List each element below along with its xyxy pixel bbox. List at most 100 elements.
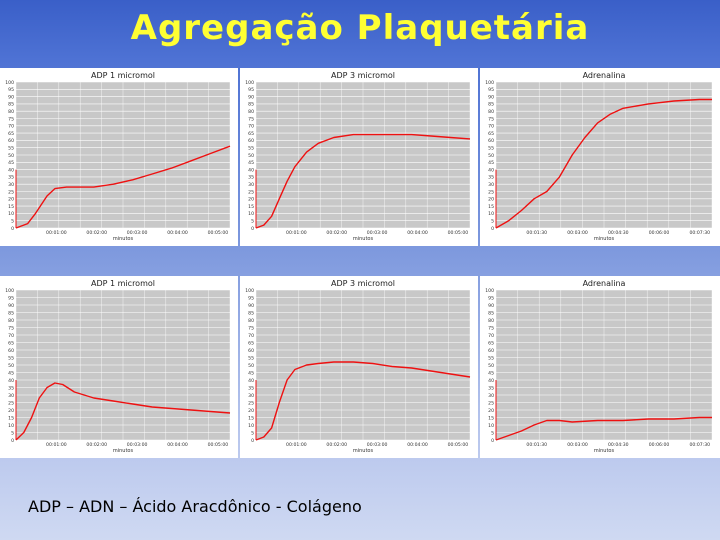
y-tick-label: 20 — [248, 408, 254, 414]
x-axis-label: minutos — [113, 236, 134, 242]
y-tick-label: 50 — [8, 153, 14, 159]
x-tick-label: 00:07:30 — [689, 230, 710, 236]
x-tick-label: 00:02:00 — [326, 442, 347, 448]
y-tick-label: 70 — [488, 333, 494, 339]
y-tick-label: 5 — [11, 430, 14, 436]
y-tick-label: 20 — [8, 197, 14, 203]
y-tick-label: 40 — [488, 167, 494, 173]
y-tick-label: 95 — [248, 295, 254, 301]
chart-panel-adp1-bottom: 0 5 10 15 20 25 30 35 40 45 50 55 60 65 70 75 80 85 90 95 10… — [0, 276, 238, 458]
y-tick-label: 50 — [488, 153, 494, 159]
y-tick-label: 35 — [8, 175, 14, 181]
x-axis-label: minutos — [594, 448, 615, 454]
y-tick-label: 70 — [8, 124, 14, 130]
y-tick-label: 25 — [248, 189, 254, 195]
y-tick-label: 75 — [8, 116, 14, 122]
y-tick-label: 60 — [8, 138, 14, 144]
y-tick-label: 85 — [8, 310, 14, 316]
chart-panel-adp1-top: 0 5 10 15 20 25 30 35 40 45 50 55 60 65 70 75 80 85 90 95 10… — [0, 68, 238, 246]
y-tick-label: 25 — [248, 400, 254, 406]
y-tick-label: 45 — [488, 160, 494, 166]
series-line — [495, 98, 712, 229]
chart-panel-adp3-top: 0 5 10 15 20 25 30 35 40 45 50 55 60 65 70 75 80 85 90 95 10… — [240, 68, 478, 246]
y-tick-label: 55 — [248, 146, 254, 152]
y-tick-label: 100 — [485, 288, 494, 294]
y-tick-label: 20 — [488, 197, 494, 203]
y-tick-label: 10 — [8, 211, 14, 217]
x-tick-label: 00:03:00 — [127, 230, 148, 236]
y-tick-label: 60 — [488, 348, 494, 354]
y-tick-label: 35 — [488, 385, 494, 391]
x-axis-label: minutos — [353, 448, 374, 454]
y-tick-label: 5 — [251, 430, 254, 436]
y-tick-label: 50 — [488, 363, 494, 369]
x-tick-label: 00:06:00 — [649, 442, 670, 448]
x-tick-label: 00:01:00 — [286, 230, 307, 236]
y-tick-label: 5 — [491, 430, 494, 436]
y-tick-label: 80 — [8, 109, 14, 115]
y-tick-label: 35 — [248, 175, 254, 181]
y-tick-label: 10 — [248, 423, 254, 429]
x-tick-label: 00:01:30 — [526, 442, 547, 448]
y-tick-label: 35 — [488, 175, 494, 181]
x-tick-label: 00:02:00 — [326, 230, 347, 236]
series-line — [15, 145, 231, 229]
y-tick-label: 15 — [8, 415, 14, 421]
y-tick-label: 5 — [11, 219, 14, 225]
y-tick-label: 35 — [8, 385, 14, 391]
y-tick-label: 55 — [488, 146, 494, 152]
y-tick-label: 30 — [248, 182, 254, 188]
y-tick-label: 5 — [491, 219, 494, 225]
chart-title: ADP 3 micromol — [331, 279, 395, 288]
y-tick-label: 30 — [248, 393, 254, 399]
chart-panel-adrenalina-bottom: 0 5 10 15 20 25 30 35 40 45 50 55 60 65 70 75 80 85 90 95 10… — [480, 276, 720, 458]
y-tick-label: 10 — [488, 423, 494, 429]
y-tick-label: 0 — [11, 438, 14, 444]
y-tick-label: 95 — [488, 295, 494, 301]
y-tick-label: 40 — [248, 167, 254, 173]
y-tick-label: 95 — [8, 295, 14, 301]
y-tick-label: 85 — [488, 310, 494, 316]
y-tick-label: 50 — [8, 363, 14, 369]
x-axis-label: minutos — [113, 448, 134, 454]
chart-title: ADP 1 micromol — [91, 71, 155, 80]
y-tick-label: 5 — [251, 219, 254, 225]
y-tick-label: 85 — [248, 102, 254, 108]
y-tick-label: 70 — [488, 124, 494, 130]
y-tick-label: 25 — [488, 400, 494, 406]
x-tick-label: 00:01:00 — [46, 230, 67, 236]
y-tick-label: 45 — [488, 370, 494, 376]
y-tick-label: 40 — [8, 378, 14, 384]
y-tick-label: 75 — [8, 325, 14, 331]
y-tick-label: 85 — [248, 310, 254, 316]
y-tick-label: 35 — [248, 385, 254, 391]
y-tick-label: 50 — [248, 363, 254, 369]
x-tick-label: 00:04:00 — [167, 230, 188, 236]
y-tick-label: 65 — [248, 340, 254, 346]
y-tick-label: 80 — [248, 109, 254, 115]
y-tick-label: 65 — [488, 131, 494, 137]
y-tick-label: 40 — [248, 378, 254, 384]
y-tick-label: 65 — [248, 131, 254, 137]
y-tick-label: 90 — [248, 94, 254, 100]
slide-caption: ADP – ADN – Ácido Aracdônico - Colágeno — [28, 497, 362, 516]
y-tick-label: 90 — [8, 94, 14, 100]
y-tick-label: 20 — [8, 408, 14, 414]
y-tick-label: 55 — [488, 355, 494, 361]
y-tick-label: 85 — [8, 102, 14, 108]
y-tick-label: 95 — [488, 87, 494, 93]
y-tick-label: 25 — [488, 189, 494, 195]
y-tick-label: 15 — [488, 415, 494, 421]
y-tick-label: 50 — [248, 153, 254, 159]
y-tick-label: 100 — [245, 288, 254, 294]
series-line — [495, 416, 712, 441]
y-tick-label: 55 — [8, 146, 14, 152]
x-tick-label: 00:03:00 — [367, 230, 388, 236]
y-tick-label: 90 — [488, 303, 494, 309]
y-tick-label: 25 — [8, 400, 14, 406]
y-tick-label: 0 — [11, 226, 14, 232]
y-tick-label: 70 — [8, 333, 14, 339]
